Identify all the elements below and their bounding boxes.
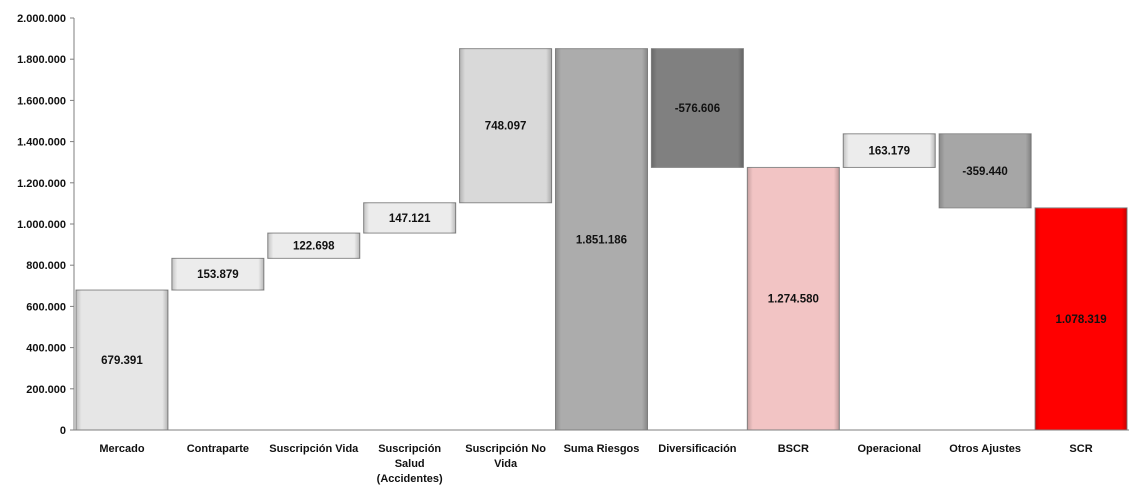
y-tick-label: 400.000 [26, 343, 66, 355]
x-category-label: Contraparte [187, 443, 249, 455]
y-tick-label: 600.000 [26, 301, 66, 313]
data-label: -359.440 [962, 166, 1007, 178]
bar-shading [555, 48, 648, 430]
x-category-label: Otros Ajustes [949, 443, 1021, 455]
x-category-label: Mercado [99, 443, 145, 455]
y-tick-label: 2.000.000 [17, 13, 66, 25]
y-axis: 0 200.000 400.000 600.000 800.000 1.000.000 1.… [17, 13, 75, 437]
bar-shading [171, 258, 264, 291]
data-label: -576.606 [675, 103, 720, 115]
bar-shading [747, 167, 840, 430]
x-category-label: Suscripción Vida [269, 443, 359, 455]
bar-shading [1035, 207, 1128, 430]
x-category-label: Suscripción No [465, 443, 546, 455]
y-tick-label: 200.000 [26, 384, 66, 396]
x-axis: Mercado Contraparte Suscripción Vida Suscri… [74, 429, 1129, 485]
x-category-label: Salud [395, 458, 425, 470]
bars: 679.391 153.879 122.698 147.121 748.097 1.851… [75, 48, 1128, 431]
data-label: 153.879 [197, 269, 239, 281]
bar-shading [267, 233, 360, 259]
data-label: 1.078.319 [1055, 314, 1106, 326]
bar-shading [459, 48, 552, 203]
bar-shading [75, 290, 168, 430]
y-tick-label: 1.000.000 [17, 219, 66, 231]
x-category-label: BSCR [778, 443, 809, 455]
x-category-label: Suscripción [378, 443, 441, 455]
bar-shading [939, 133, 1032, 208]
x-category-label: Vida [494, 458, 518, 470]
data-label: 679.391 [101, 355, 143, 367]
x-category-label: (Accidentes) [377, 473, 443, 485]
data-label: 147.121 [389, 213, 431, 225]
bar-shading [651, 48, 744, 168]
data-label: 122.698 [293, 241, 335, 253]
bar-shading [843, 133, 936, 168]
x-category-label: Diversificación [658, 443, 737, 455]
data-label: 1.851.186 [576, 234, 627, 246]
y-tick-label: 1.600.000 [17, 95, 66, 107]
data-label: 163.179 [868, 146, 910, 158]
y-tick-label: 800.000 [26, 260, 66, 272]
y-tick-label: 1.200.000 [17, 178, 66, 190]
data-label: 748.097 [485, 121, 527, 133]
y-tick-label: 1.800.000 [17, 54, 66, 66]
x-category-label: Operacional [857, 443, 921, 455]
y-tick-label: 0 [60, 425, 66, 437]
data-label: 1.274.580 [768, 294, 819, 306]
x-category-label: Suma Riesgos [564, 443, 640, 455]
y-tick-label: 1.400.000 [17, 137, 66, 149]
x-category-label: SCR [1069, 443, 1092, 455]
bar-shading [363, 202, 456, 234]
